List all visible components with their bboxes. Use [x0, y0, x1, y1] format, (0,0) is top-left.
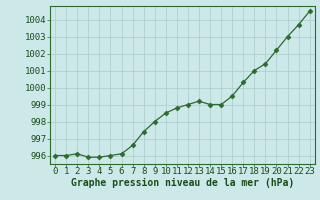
X-axis label: Graphe pression niveau de la mer (hPa): Graphe pression niveau de la mer (hPa)	[71, 178, 294, 188]
